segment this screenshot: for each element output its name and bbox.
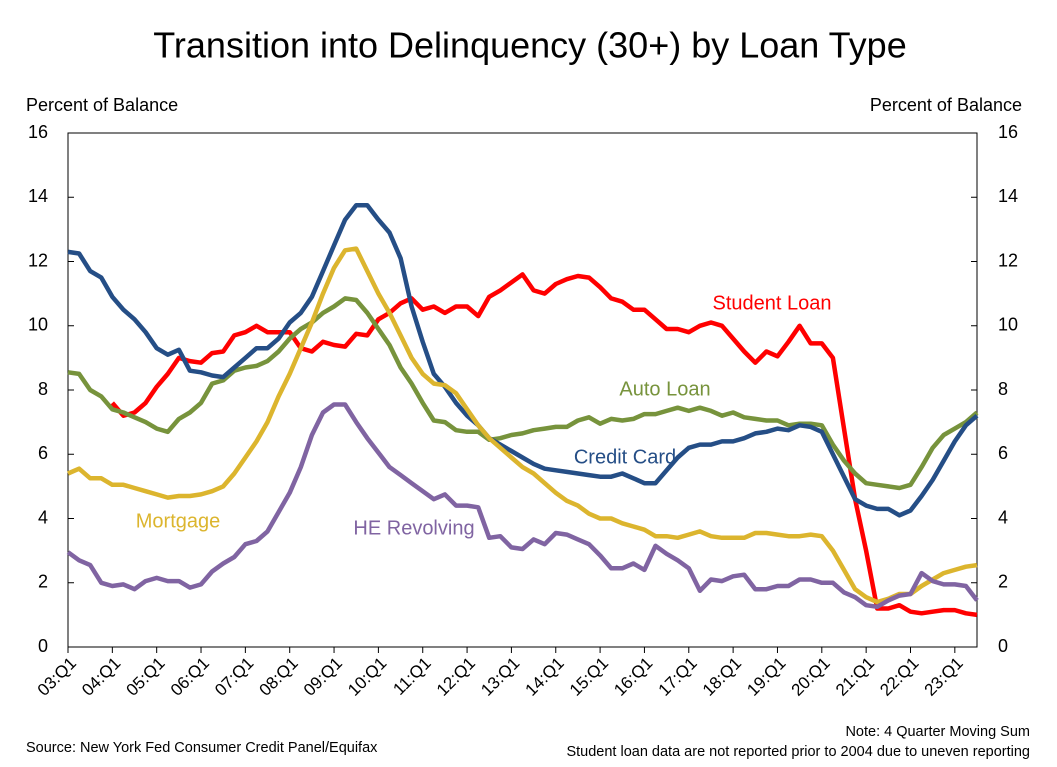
- series-label: Mortgage: [136, 510, 221, 532]
- y-tick-label: 0: [38, 636, 48, 656]
- source: Source: New York Fed Consumer Credit Pan…: [26, 740, 378, 756]
- y2-tick-label: 0: [998, 636, 1008, 656]
- x-tick-label: 13:Q1: [477, 654, 523, 700]
- y2-tick-label: 14: [998, 186, 1018, 206]
- series-label: Auto Loan: [619, 378, 710, 400]
- x-tick-label: 09:Q1: [300, 654, 346, 700]
- y-tick-label: 16: [28, 122, 48, 142]
- x-tick-label: 10:Q1: [344, 654, 390, 700]
- series-line: [67, 296, 979, 491]
- y2-tick-label: 2: [998, 572, 1008, 592]
- y2-axis-label: Percent of Balance: [870, 95, 1022, 115]
- x-tick-label: 22:Q1: [876, 654, 922, 700]
- x-tick-label: 08:Q1: [256, 654, 302, 700]
- y2-tick-label: 4: [998, 507, 1008, 527]
- y-tick-label: 4: [38, 507, 48, 527]
- x-tick-label: 17:Q1: [655, 654, 701, 700]
- y2-tick-label: 6: [998, 443, 1008, 463]
- x-tick-label: 15:Q1: [566, 654, 612, 700]
- x-tick-label: 21:Q1: [832, 654, 878, 700]
- chart-title: Transition into Delinquency (30+) by Loa…: [153, 25, 906, 66]
- x-tick-label: 23:Q1: [921, 654, 967, 700]
- x-tick-label: 11:Q1: [389, 654, 434, 699]
- y-tick-label: 6: [38, 443, 48, 463]
- y-tick-label: 8: [38, 379, 48, 399]
- x-tick-label: 07:Q1: [211, 654, 257, 700]
- y-tick-label: 2: [38, 572, 48, 592]
- x-tick-label: 03:Q1: [34, 654, 80, 700]
- x-tick-label: 04:Q1: [78, 654, 124, 700]
- series-label: HE Revolving: [353, 517, 474, 539]
- x-tick-label: 06:Q1: [167, 654, 213, 700]
- series-label: Student Loan: [713, 292, 832, 314]
- y2-tick-label: 16: [998, 122, 1018, 142]
- y-tick-label: 10: [28, 315, 48, 335]
- series-line: [67, 246, 978, 605]
- y-tick-label: 12: [28, 250, 48, 270]
- x-tick-label: 19:Q1: [743, 654, 789, 700]
- series-label: Credit Card: [574, 446, 676, 468]
- x-tick-label: 05:Q1: [122, 654, 168, 700]
- series-line: [66, 402, 979, 610]
- note: Note: 4 Quarter Moving Sum: [845, 724, 1030, 740]
- plot-frame: [67, 132, 978, 648]
- series-line: [110, 272, 978, 618]
- y-axis-label: Percent of Balance: [26, 95, 178, 115]
- x-tick-label: 20:Q1: [788, 654, 834, 700]
- series-line: [67, 203, 979, 518]
- note: Student loan data are not reported prior…: [566, 744, 1030, 760]
- y2-tick-label: 12: [998, 250, 1018, 270]
- x-tick-label: 12:Q1: [433, 654, 479, 700]
- y2-tick-label: 8: [998, 379, 1008, 399]
- x-tick-label: 14:Q1: [522, 654, 568, 700]
- x-tick-label: 16:Q1: [610, 654, 656, 700]
- x-tick-label: 18:Q1: [699, 654, 745, 700]
- y-tick-label: 14: [28, 186, 48, 206]
- y2-tick-label: 10: [998, 315, 1018, 335]
